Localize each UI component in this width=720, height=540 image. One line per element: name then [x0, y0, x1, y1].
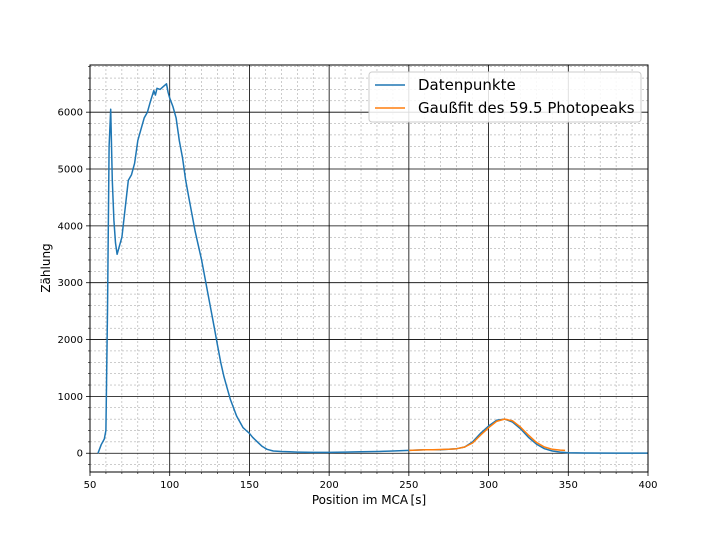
x-tick-label: 200 — [320, 480, 339, 491]
x-axis: 50 100 150 200 250 300 350 400 — [84, 472, 658, 491]
plot-area — [90, 65, 648, 472]
y-axis-label: Zählung — [39, 243, 53, 292]
y-axis: 0 1000 2000 3000 4000 5000 6000 — [58, 66, 90, 465]
x-tick-label: 300 — [479, 480, 498, 491]
legend: Datenpunkte Gaußfit des 59.5 Photopeaks — [368, 71, 642, 123]
x-tick-label: 150 — [240, 480, 259, 491]
legend-label-datenpunkte: Datenpunkte — [418, 76, 516, 94]
series-line-datenpunkte — [97, 83, 648, 454]
legend-label-gaussfit: Gaußfit des 59.5 Photopeaks — [418, 99, 635, 117]
minor-grid — [90, 65, 648, 472]
y-tick-label: 6000 — [58, 108, 83, 119]
y-tick-label: 0 — [77, 449, 83, 460]
y-tick-label: 4000 — [58, 221, 83, 232]
x-axis-label: Position im MCA [s] — [312, 493, 426, 507]
y-tick-label: 5000 — [58, 165, 83, 176]
series-line-gaussfit — [408, 418, 566, 452]
y-tick-label: 3000 — [58, 278, 83, 289]
x-tick-label: 50 — [84, 480, 97, 491]
x-tick-label: 100 — [160, 480, 179, 491]
x-tick-label: 250 — [399, 480, 418, 491]
plot-frame — [89, 64, 649, 473]
series-layer — [97, 83, 648, 454]
x-tick-label: 350 — [559, 480, 578, 491]
y-tick-label: 2000 — [58, 335, 83, 346]
y-tick-label: 1000 — [58, 392, 83, 403]
x-tick-label: 400 — [638, 480, 657, 491]
legend-box — [368, 71, 642, 123]
